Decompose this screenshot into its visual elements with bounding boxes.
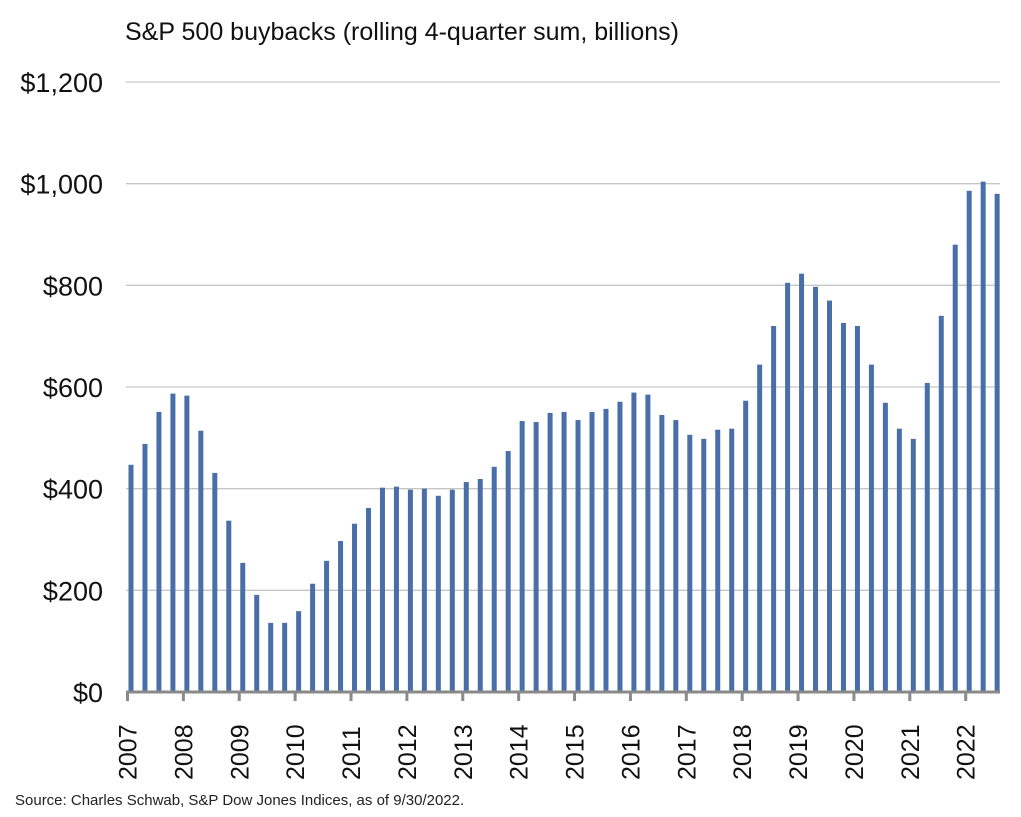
bar-2013Q1: 2013Q1: 413	[463, 482, 469, 692]
bar-2019Q4: 2019Q4: 726	[840, 322, 846, 692]
bar-2015Q1: 2015Q1: 535	[575, 420, 581, 692]
bar-2018Q4: 2018Q4: 805	[785, 282, 791, 692]
bar-2021Q4: 2021Q4: 880	[952, 244, 958, 692]
bar-2014Q2: 2014Q2: 531	[533, 422, 539, 692]
bar-2020Q1: 2020Q1: 720	[854, 326, 860, 692]
y-tick-label: $1,200	[20, 68, 103, 98]
bar-2009Q2: 2009Q2: 191	[254, 594, 260, 692]
bar-2010Q4: 2010Q4: 297	[338, 541, 344, 692]
bar-2016Q1: 2016Q1: 589	[631, 392, 637, 692]
bar-2017Q1: 2017Q1: 506	[687, 434, 693, 692]
bar-2011Q2: 2011Q2: 362	[365, 507, 371, 692]
bar-2022Q1: 2022Q1: 986	[966, 190, 972, 693]
bar-2011Q1: 2011Q1: 331	[352, 523, 358, 692]
bar-2010Q2: 2010Q2: 213	[310, 583, 316, 692]
x-tick-label: 2013	[450, 724, 478, 780]
x-tick-label: 2020	[841, 724, 869, 780]
bar-2013Q2: 2013Q2: 419	[477, 479, 483, 692]
bar-2007Q1: 2007Q1: 447	[128, 464, 134, 692]
bar-2019Q1: 2019Q1: 823	[799, 273, 805, 692]
bar-2016Q3: 2016Q3: 545	[659, 414, 665, 692]
x-tick-label: 2016	[617, 724, 645, 780]
x-tick-label: 2011	[338, 726, 366, 780]
bar-2012Q2: 2012Q2: 400	[421, 488, 427, 692]
bar-2014Q3: 2014Q3: 549	[547, 412, 553, 692]
bar-2008Q3: 2008Q3: 431	[212, 472, 218, 692]
x-tick-label: 2012	[394, 724, 422, 780]
bar-2007Q4: 2007Q4: 587	[170, 393, 176, 692]
bar-2021Q3: 2021Q3: 740	[938, 315, 944, 692]
bar-2017Q4: 2017Q4: 518	[729, 428, 735, 692]
x-tick-label: 2014	[506, 724, 534, 780]
bar-2007Q3: 2007Q3: 551	[156, 411, 162, 692]
bar-2016Q4: 2016Q4: 535	[673, 420, 679, 692]
x-tick-label: 2022	[953, 724, 981, 780]
gridlines	[126, 81, 1000, 591]
bar-2009Q1: 2009Q1: 254	[240, 562, 246, 692]
bar-2012Q3: 2012Q3: 386	[435, 495, 441, 692]
bar-2008Q1: 2008Q1: 583	[184, 395, 190, 692]
x-tick-label: 2009	[226, 724, 254, 780]
bar-2021Q1: 2021Q1: 498	[910, 438, 916, 692]
bar-2022Q3: 2022Q3: 980	[994, 193, 1000, 693]
bar-2020Q4: 2020Q4: 518	[896, 428, 902, 692]
x-tick-label: 2008	[170, 724, 198, 780]
bars: 2007Q1: 447 2007Q2: 488 2007Q3: 551 2007Q4:…	[128, 181, 1000, 693]
bar-2007Q2: 2007Q2: 488	[142, 443, 148, 692]
bar-2013Q3: 2013Q3: 443	[491, 466, 497, 692]
bar-2021Q2: 2021Q2: 608	[924, 382, 930, 692]
x-tick-label: 2019	[785, 724, 813, 780]
bar-2008Q2: 2008Q2: 514	[198, 430, 204, 692]
bar-2018Q2: 2018Q2: 644	[757, 364, 763, 692]
x-tick-label: 2007	[115, 724, 143, 780]
bar-2011Q3: 2011Q3: 402	[379, 487, 385, 692]
bar-2016Q2: 2016Q2: 585	[645, 394, 651, 692]
bar-2015Q4: 2015Q4: 571	[617, 401, 623, 692]
x-axis-ticks: 2007 2008 2009 2010 2011 2012 2013 2014 2015 2016…	[115, 692, 981, 780]
x-tick-label: 2018	[729, 724, 757, 780]
y-tick-label: $0	[73, 678, 103, 708]
bar-2020Q2: 2020Q2: 644	[868, 364, 874, 692]
bar-2015Q3: 2015Q3: 557	[603, 408, 609, 692]
bar-2013Q4: 2013Q4: 474	[505, 451, 511, 692]
bar-2008Q4: 2008Q4: 337	[226, 520, 232, 692]
bar-2009Q4: 2009Q4: 136	[282, 622, 288, 692]
x-tick-label: 2017	[673, 724, 701, 780]
x-tick-label: 2021	[897, 724, 925, 780]
bar-2022Q2: 2022Q2: 1004	[980, 181, 986, 692]
bar-2020Q3: 2020Q3: 569	[882, 402, 888, 692]
bar-2019Q2: 2019Q2: 797	[813, 286, 819, 692]
bar-2017Q2: 2017Q2: 498	[701, 438, 707, 692]
y-tick-label: $400	[43, 475, 103, 505]
y-tick-label: $200	[43, 576, 103, 606]
bar-2010Q3: 2010Q3: 258	[324, 560, 330, 692]
bar-2012Q1: 2012Q1: 398	[407, 489, 413, 692]
source-note: Source: Charles Schwab, S&P Dow Jones In…	[15, 792, 464, 809]
bar-2019Q3: 2019Q3: 770	[827, 300, 832, 692]
bar-2014Q4: 2014Q4: 551	[561, 411, 567, 692]
bar-2011Q4: 2011Q4: 404	[393, 486, 399, 692]
x-tick-label: 2010	[282, 724, 310, 780]
y-axis-labels: $0 $200 $400 $600 $800 $1,000 $1,200	[20, 68, 103, 708]
y-tick-label: $1,000	[20, 170, 103, 200]
bar-2018Q1: 2018Q1: 573	[743, 400, 749, 692]
bar-2012Q4: 2012Q4: 398	[449, 489, 455, 692]
y-tick-label: $800	[43, 271, 103, 301]
x-tick-label: 2015	[562, 724, 590, 780]
y-tick-label: $600	[43, 373, 103, 403]
bar-2017Q3: 2017Q3: 516	[715, 429, 721, 692]
bar-2010Q1: 2010Q1: 159	[296, 611, 302, 692]
bar-2009Q3: 2009Q3: 136	[268, 622, 274, 692]
bar-2018Q3: 2018Q3: 720	[771, 326, 777, 692]
bar-2015Q2: 2015Q2: 551	[589, 411, 595, 692]
chart-title: S&P 500 buybacks (rolling 4-quarter sum,…	[125, 18, 679, 46]
bar-2014Q1: 2014Q1: 533	[519, 421, 525, 692]
